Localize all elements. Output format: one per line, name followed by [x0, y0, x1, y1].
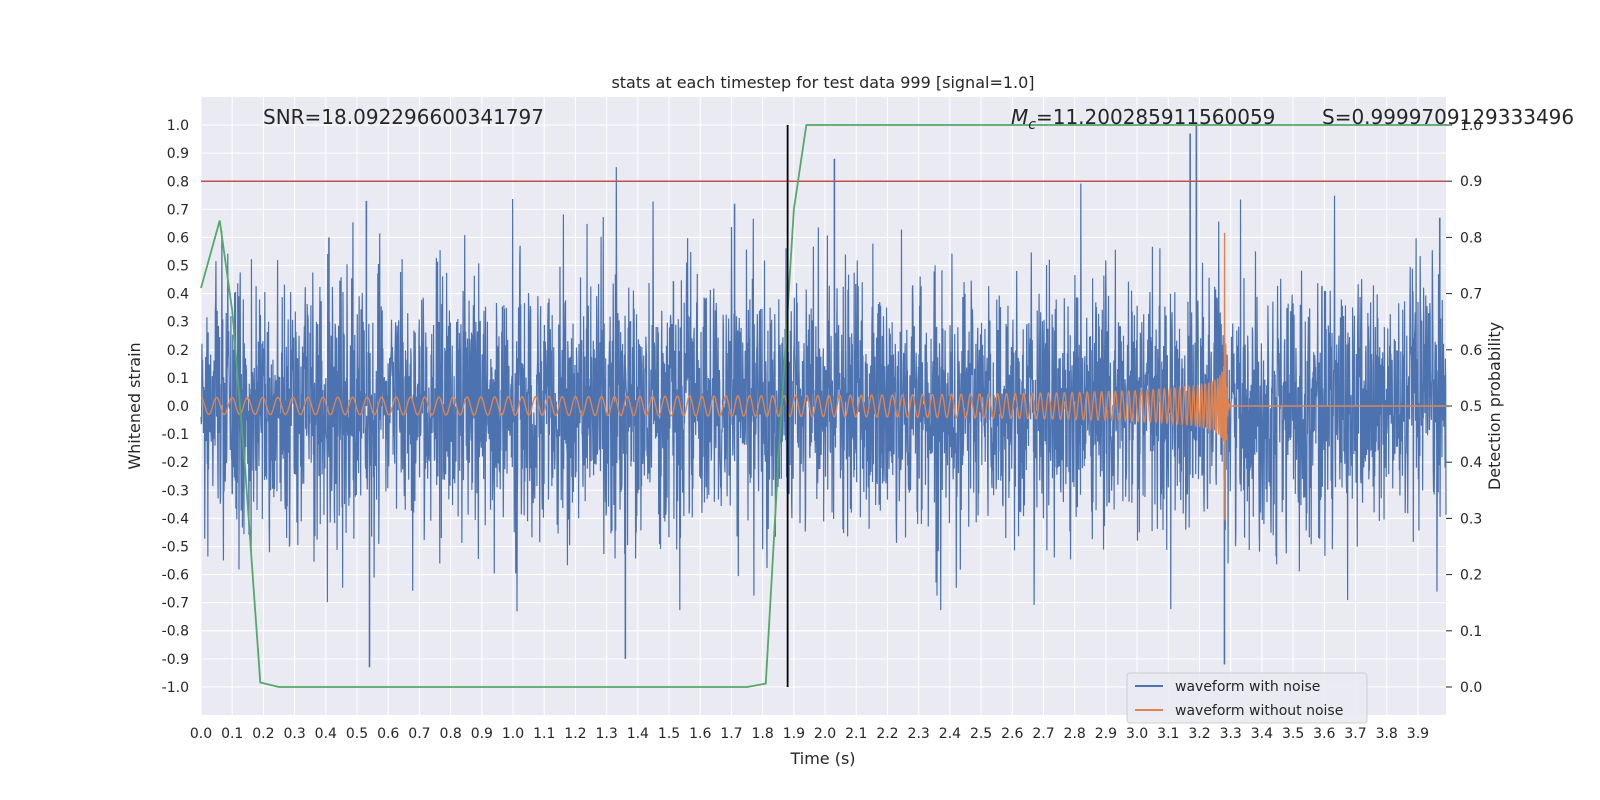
y-tick-label: 0.6 [167, 230, 189, 246]
y-tick-label: -0.7 [162, 596, 189, 612]
y-tick-label: -0.5 [162, 539, 189, 555]
y2-tick-label: 0.8 [1460, 230, 1482, 246]
x-tick-label: 2.0 [814, 726, 836, 742]
x-tick-label: 3.8 [1376, 726, 1398, 742]
x-tick-label: 0.9 [471, 726, 493, 742]
y-tick-label: 1.0 [167, 118, 189, 134]
y2-tick-label: 0.4 [1460, 455, 1482, 471]
x-tick-label: 2.3 [908, 726, 930, 742]
x-tick-label: 2.1 [845, 726, 867, 742]
y2-tick-labels: 0.0 0.1 0.2 0.3 0.4 0.5 0.6 0.7 0.8 0.9 1.0 [1460, 118, 1482, 696]
y2-tick-label: 0.7 [1460, 287, 1482, 303]
mc-subscript: c [1028, 117, 1036, 133]
y2-tick-label: 0.3 [1460, 511, 1482, 527]
y-tick-label: -0.6 [162, 568, 189, 584]
x-tick-label: 0.1 [221, 726, 243, 742]
x-tick-label: 3.4 [1251, 726, 1273, 742]
x-tick-label: 1.1 [533, 726, 555, 742]
y2-axis-label: Detection probability [1485, 322, 1504, 490]
legend-box [1126, 672, 1368, 724]
x-tick-label: 0.5 [346, 726, 368, 742]
x-tick-label: 3.2 [1188, 726, 1210, 742]
x-tick-label: 2.5 [970, 726, 992, 742]
y2-tick-label: 0.9 [1460, 174, 1482, 190]
x-tick-label: 1.4 [627, 726, 649, 742]
y-tick-label: 0.4 [167, 287, 189, 303]
x-tick-label: 3.0 [1126, 726, 1148, 742]
x-tick-label: 2.7 [1032, 726, 1054, 742]
x-tick-label: 3.6 [1313, 726, 1335, 742]
y-tick-label: -0.8 [162, 624, 189, 640]
x-tick-label: 0.0 [190, 726, 212, 742]
x-axis-label: Time (s) [789, 749, 855, 768]
s-annotation: S=0.9999709129333496 [1322, 105, 1574, 129]
x-tick-label: 1.3 [596, 726, 618, 742]
y-tick-label: -0.3 [162, 483, 189, 499]
x-tick-label: 2.2 [876, 726, 898, 742]
y2-tick-label: 1.0 [1460, 118, 1482, 134]
y-tick-label: -1.0 [162, 680, 189, 696]
x-tick-label: 0.8 [439, 726, 461, 742]
y-tick-label: -0.9 [162, 652, 189, 668]
x-tick-label: 2.8 [1064, 726, 1086, 742]
x-tick-label: 1.5 [658, 726, 680, 742]
y-tick-labels: -1.0 -0.9 -0.8 -0.7 -0.6 -0.5 -0.4 -0.3 -0.2 -0.1… [162, 118, 189, 696]
x-tick-label: 3.9 [1407, 726, 1429, 742]
y-tick-label: 0.5 [167, 259, 189, 275]
x-tick-label: 2.6 [1001, 726, 1023, 742]
legend: waveform with noise waveform without noi… [1126, 672, 1368, 724]
x-tick-label: 1.7 [720, 726, 742, 742]
y-tick-label: 0.0 [167, 399, 189, 415]
series-line-waveform-without-noise [200, 232, 1446, 521]
y-tick-label: 0.1 [167, 371, 189, 387]
y-tick-label: 0.8 [167, 174, 189, 190]
y-axis-label: Whitened strain [125, 342, 144, 469]
series-line-waveform-with-noise [200, 167, 1447, 612]
y2-tick-label: 0.6 [1460, 343, 1482, 359]
x-tick-labels: 0.0 0.1 0.2 0.3 0.4 0.5 0.6 0.7 0.8 0.9 1.0 1.1 1.2 1… [190, 726, 1429, 742]
chart-title: stats at each timestep for test data 999… [611, 73, 1034, 92]
y2-tick-label: 0.1 [1460, 624, 1482, 640]
x-tick-label: 0.4 [315, 726, 337, 742]
mc-value: =11.200285911560059 [1036, 105, 1275, 129]
series-line-detection-probability [200, 124, 1446, 688]
y-tick-label: 0.7 [167, 202, 189, 218]
y-tick-label: -0.4 [162, 511, 189, 527]
y2-tick-label: 0.2 [1460, 568, 1482, 584]
x-tick-label: 0.6 [377, 726, 399, 742]
x-tick-label: 1.2 [564, 726, 586, 742]
legend-label-noise: waveform with noise [1175, 679, 1320, 695]
x-tick-label: 3.5 [1282, 726, 1304, 742]
x-tick-label: 0.3 [283, 726, 305, 742]
x-tick-label: 1.6 [689, 726, 711, 742]
x-tick-label: 2.9 [1095, 726, 1117, 742]
x-tick-label: 1.8 [752, 726, 774, 742]
y-tick-label: 0.3 [167, 315, 189, 331]
y-tick-label: 0.2 [167, 343, 189, 359]
y2-tick-label: 0.5 [1460, 399, 1482, 415]
x-tick-label: 1.0 [502, 726, 524, 742]
x-tick-label: 0.7 [408, 726, 430, 742]
mc-annotation: Mc=11.200285911560059 [1011, 105, 1275, 133]
x-tick-label: 3.7 [1344, 726, 1366, 742]
mc-symbol: M [1011, 105, 1028, 129]
y2-tick-label: 0.0 [1460, 680, 1482, 696]
x-tick-label: 0.2 [252, 726, 274, 742]
y-tick-label: 0.9 [167, 146, 189, 162]
y-tick-label: -0.1 [162, 427, 189, 443]
x-tick-label: 3.3 [1220, 726, 1242, 742]
y-tick-label: -0.2 [162, 455, 189, 471]
snr-annotation: SNR=18.092296600341797 [263, 105, 544, 129]
x-tick-label: 2.4 [939, 726, 961, 742]
x-tick-label: 1.9 [783, 726, 805, 742]
series-layer [200, 124, 1447, 688]
legend-label-clean: waveform without noise [1175, 703, 1343, 719]
x-tick-label: 3.1 [1157, 726, 1179, 742]
